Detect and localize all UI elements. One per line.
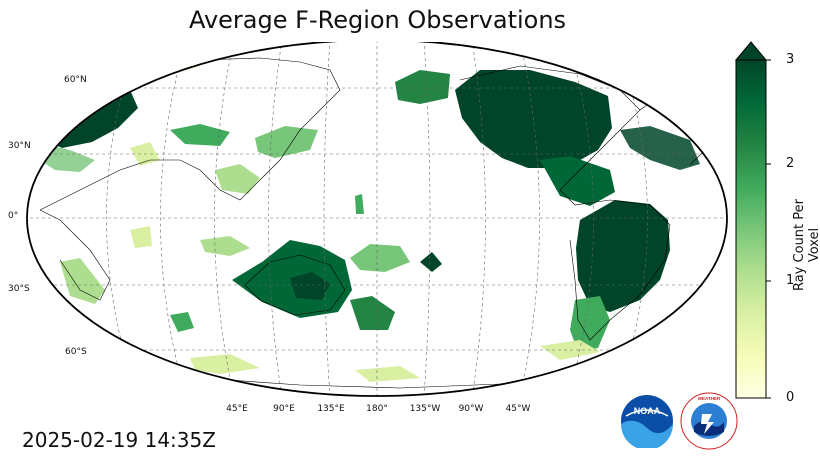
lon-label-90w: 90°W [458, 404, 484, 414]
nws-logo: WEATHER [680, 392, 738, 450]
colorbar-label: Ray Count Per Voxel [792, 199, 820, 291]
lat-label-0: 0° [8, 211, 19, 221]
colorbar-tick-2: 2 [786, 156, 795, 171]
svg-text:NOAA: NOAA [634, 406, 661, 416]
lon-label-135w: 135°W [409, 404, 441, 414]
lat-label-30n: 30°N [8, 141, 31, 151]
lat-label-30s: 30°S [8, 284, 30, 294]
lon-label-45e: 45°E [226, 404, 248, 414]
colorbar-tick-0: 0 [786, 390, 795, 405]
colorbar-extend-arrow [734, 41, 768, 61]
lon-label-180: 180° [366, 404, 388, 414]
svg-text:WEATHER: WEATHER [698, 396, 721, 401]
lon-label-135e: 135°E [317, 404, 345, 414]
timestamp: 2025-02-19 14:35Z [22, 428, 216, 452]
globe-outline [26, 42, 728, 397]
page-title: Average F-Region Observations [188, 6, 567, 34]
lat-label-60n: 60°N [64, 75, 87, 85]
lat-label-60s: 60°S [65, 347, 87, 357]
colorbar [734, 41, 771, 399]
lon-label-90e: 90°E [273, 404, 295, 414]
colorbar-gradient [735, 59, 767, 399]
colorbar-tick-3: 3 [786, 52, 795, 67]
colorbar-tick-1: 1 [786, 273, 795, 288]
noaa-logo: NOAA [621, 395, 673, 448]
lon-label-45w: 45°W [505, 404, 531, 414]
